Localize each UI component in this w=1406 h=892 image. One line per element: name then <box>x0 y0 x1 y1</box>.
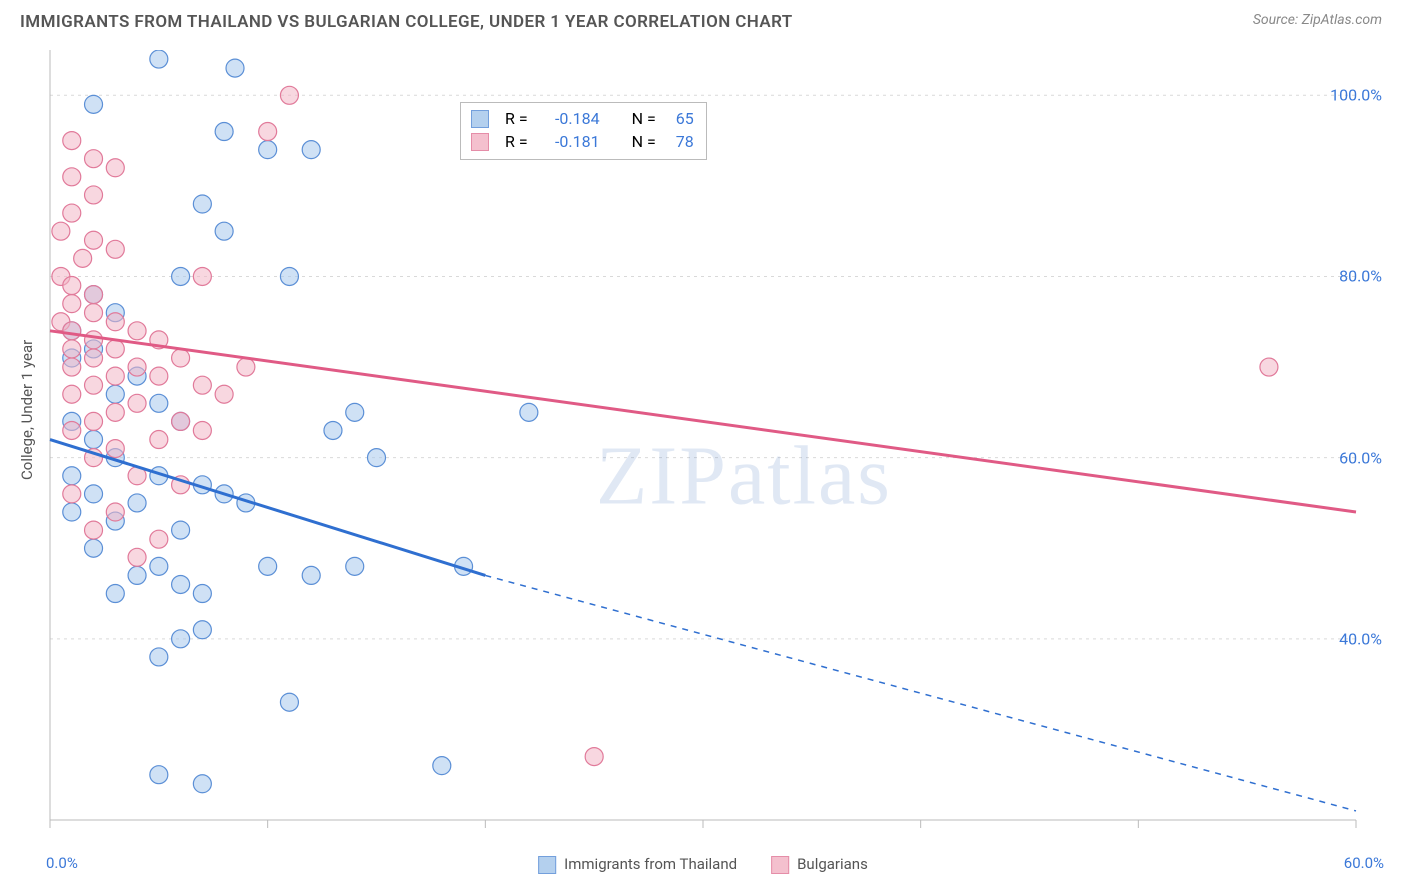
r-label: R = <box>505 109 528 128</box>
legend-row-thailand: R = -0.184 N = 65 <box>471 107 694 130</box>
source-name: ZipAtlas.com <box>1302 12 1382 28</box>
n-value-thailand: 65 <box>664 109 694 128</box>
y-axis-label: College, Under 1 year <box>18 340 36 480</box>
r-value-thailand: -0.184 <box>536 109 600 128</box>
n-label: N = <box>632 109 656 128</box>
x-min-label: 0.0% <box>46 854 78 872</box>
source-prefix: Source: <box>1253 12 1302 28</box>
y-tick-label: 40.0% <box>1339 629 1382 648</box>
legend-row-bulgarians: R = -0.181 N = 78 <box>471 130 694 153</box>
swatch-bulgarians-icon <box>471 133 489 151</box>
y-tick-label: 60.0% <box>1339 448 1382 467</box>
scatter-plot-svg <box>20 50 1386 870</box>
r-value-bulgarians: -0.181 <box>536 132 600 151</box>
n-value-bulgarians: 78 <box>664 132 694 151</box>
chart-area: College, Under 1 year ZIPatlas R = -0.18… <box>20 50 1386 870</box>
chart-title: IMMIGRANTS FROM THAILAND VS BULGARIAN CO… <box>20 12 793 32</box>
y-tick-label: 80.0% <box>1339 267 1382 286</box>
swatch-thailand-icon <box>471 110 489 128</box>
source-attribution: Source: ZipAtlas.com <box>1253 12 1382 28</box>
x-axis-labels: 0.0% 60.0% <box>20 854 1386 872</box>
correlation-legend: R = -0.184 N = 65 R = -0.181 N = 78 <box>460 102 707 160</box>
x-max-label: 60.0% <box>1344 854 1384 872</box>
r-label: R = <box>505 132 528 151</box>
y-tick-label: 100.0% <box>1330 86 1382 105</box>
n-label: N = <box>632 132 656 151</box>
